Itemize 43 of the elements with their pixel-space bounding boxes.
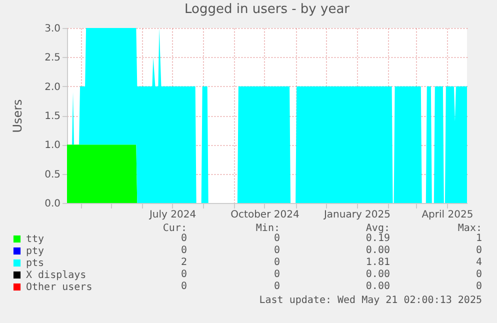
text: 0.19 <box>366 233 390 244</box>
text: 0 <box>274 245 280 256</box>
text: 0.00 <box>366 281 390 292</box>
text: 0 <box>274 281 280 292</box>
text: 0 <box>180 245 187 256</box>
text: 0.00 <box>366 245 390 256</box>
y-tick-label: 2.5 <box>44 52 60 64</box>
text: Cur: <box>162 223 187 234</box>
y-tick-label: 0.0 <box>44 198 60 210</box>
legend-label: pty <box>26 246 44 257</box>
legend-label: X displays <box>26 270 86 281</box>
text: 0 <box>476 281 482 292</box>
text: 2 <box>180 257 187 268</box>
text: 0 <box>180 281 187 292</box>
legend-label: tty <box>26 234 44 245</box>
text: 0 <box>476 269 482 280</box>
y-tick-label: 1.0 <box>44 140 60 152</box>
text: 1.81 <box>366 257 390 268</box>
text: Last update: Wed May 21 02:00:13 2025 <box>259 295 482 306</box>
text: Max: <box>458 223 482 234</box>
y-tick-label: 0.5 <box>44 169 60 180</box>
text: 0 <box>274 233 280 244</box>
text: 1 <box>476 233 482 244</box>
legend-label: pts <box>26 258 44 269</box>
legend-label: Other users <box>26 282 92 293</box>
x-tick-label: April 2025 <box>422 210 474 220</box>
x-tick-label: October 2024 <box>230 210 300 220</box>
y-tick-label: 3.0 <box>44 24 60 34</box>
text: 0 <box>274 257 280 268</box>
text: 4 <box>476 257 482 268</box>
y-axis-title: Users <box>10 99 25 133</box>
x-tick-label: July 2024 <box>148 210 196 220</box>
text: 0 <box>180 269 187 280</box>
text: 0 <box>180 233 187 244</box>
text: 0 <box>476 245 482 256</box>
text: 0 <box>274 269 280 280</box>
x-tick-label: January 2025 <box>322 210 390 220</box>
y-tick-label: 1.5 <box>44 111 60 122</box>
text: Avg: <box>366 223 390 234</box>
y-tick-label: 2.0 <box>44 82 60 93</box>
text: Min: <box>256 223 280 234</box>
text: 0.00 <box>366 269 390 280</box>
chart-title: Logged in users - by year <box>184 2 350 17</box>
